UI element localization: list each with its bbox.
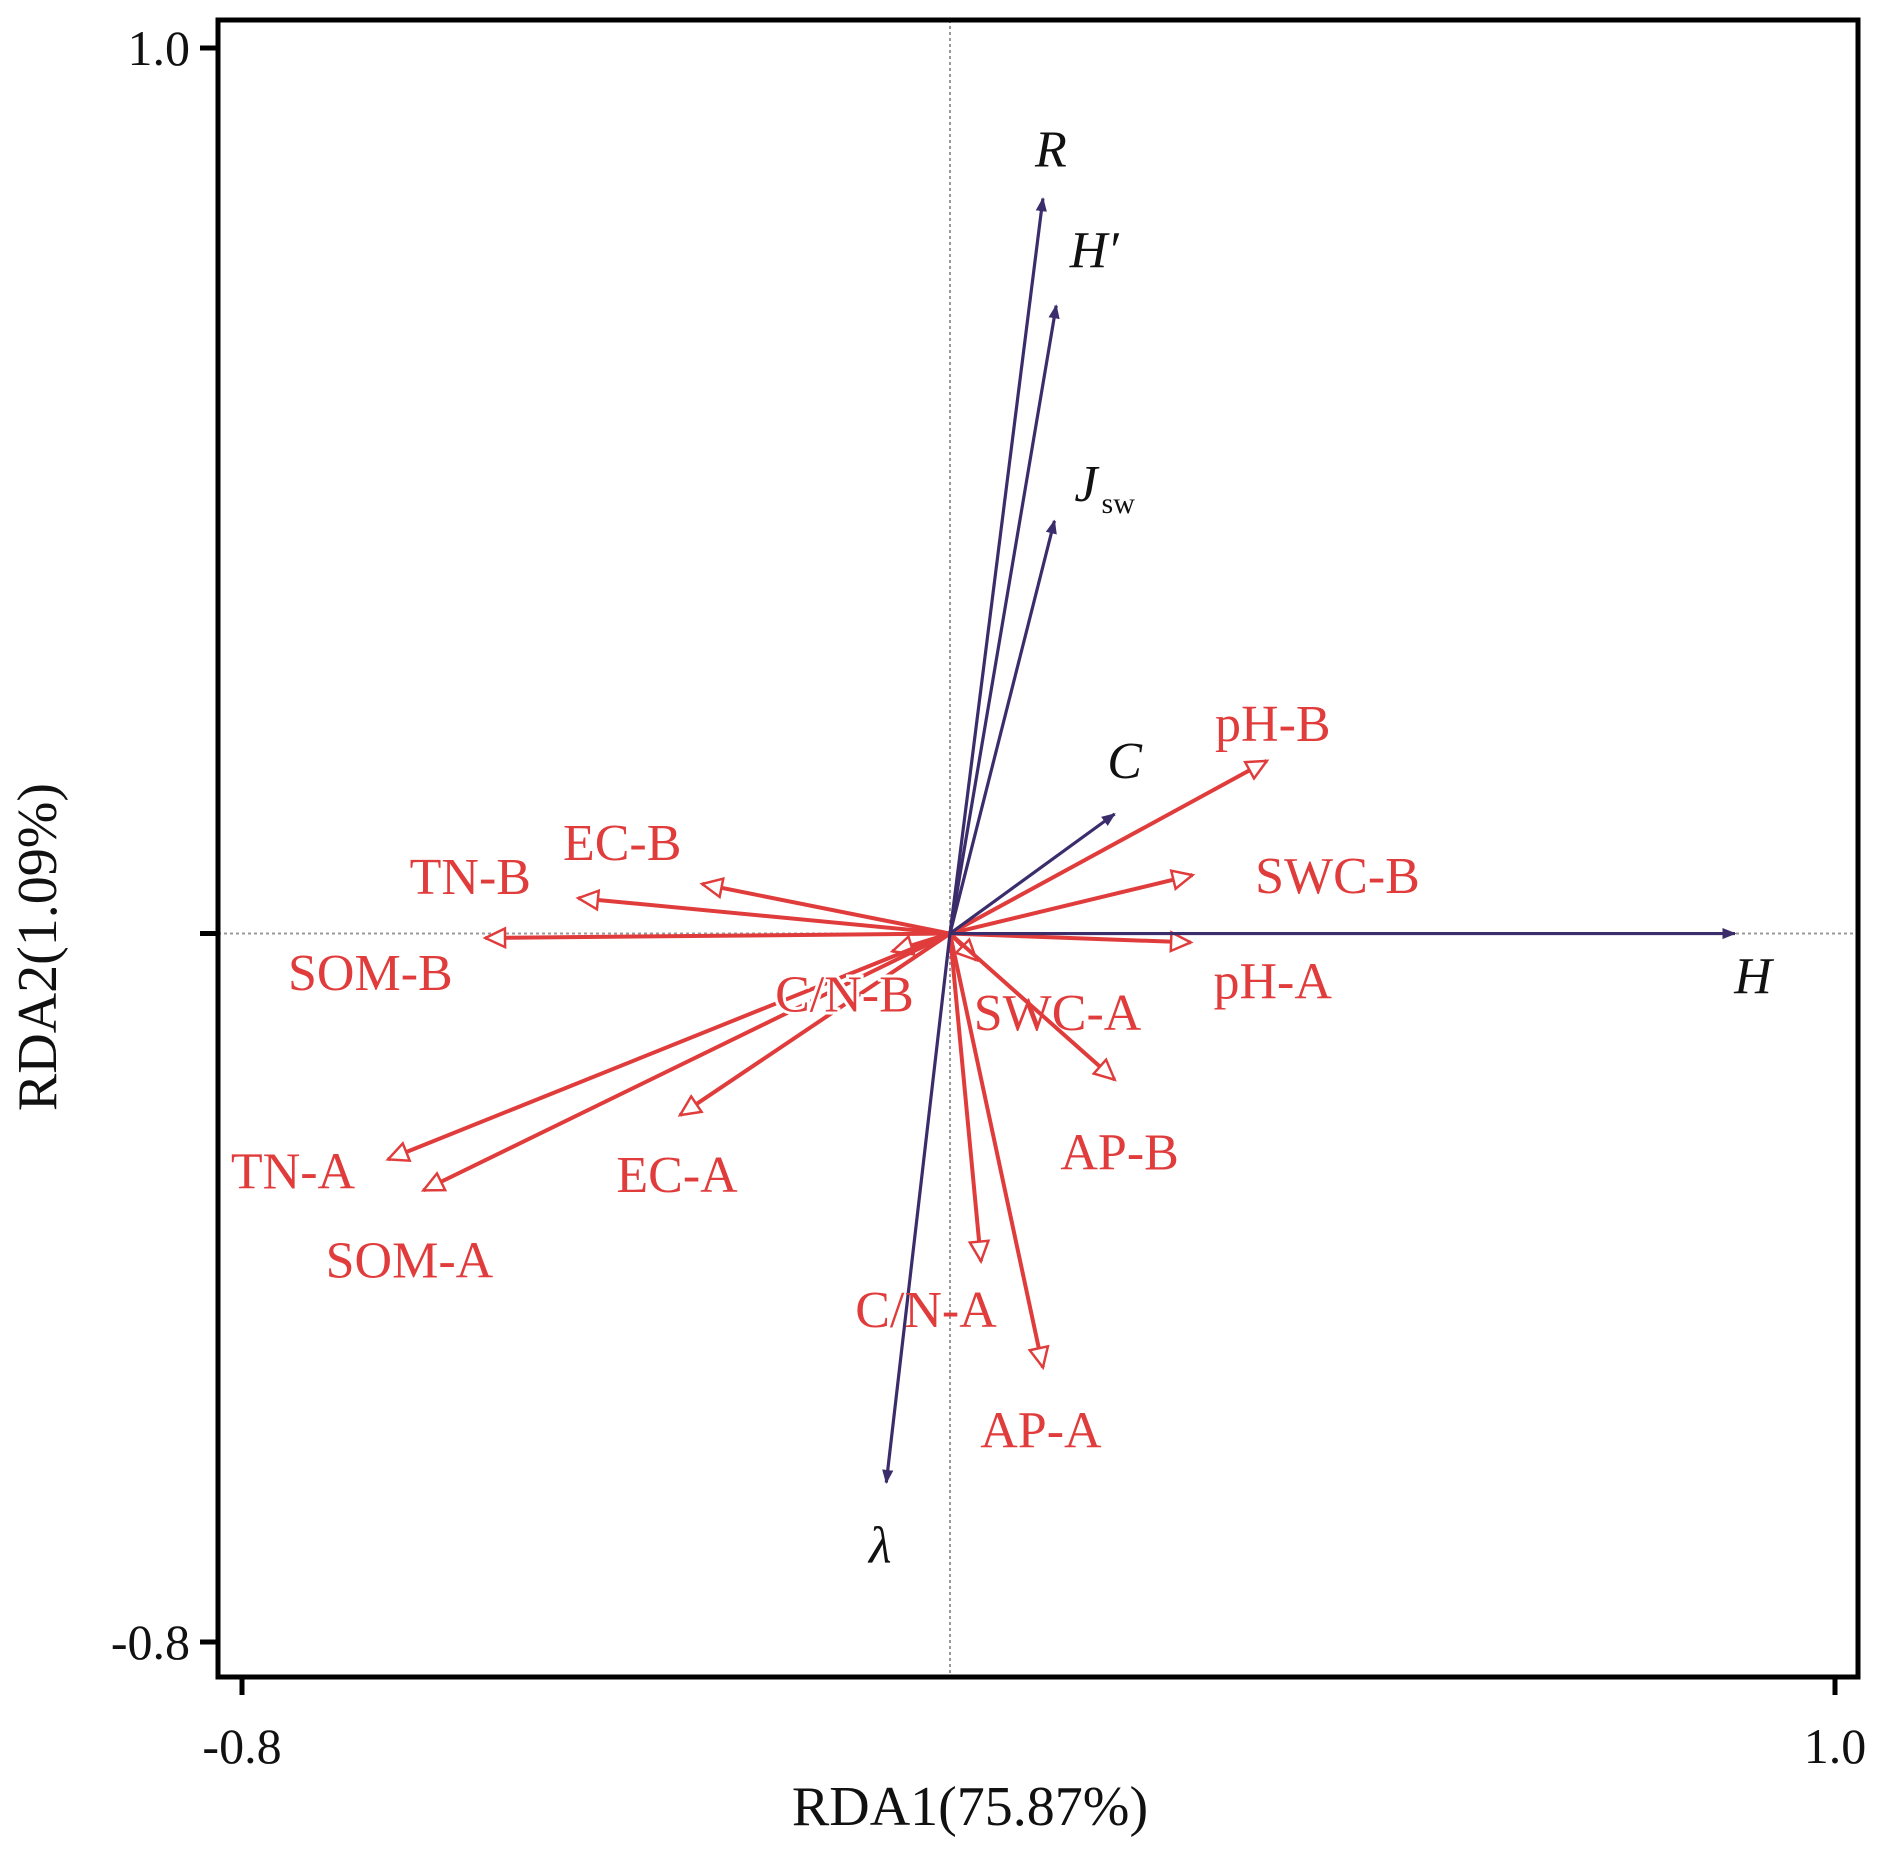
plot-frame <box>215 17 1861 1680</box>
explanatory-label-ap-b: AP-B <box>1060 1125 1178 1182</box>
y-axis-title: RDA2(1.09%) <box>7 783 69 1111</box>
response-vector-c <box>949 812 1116 935</box>
explanatory-label-swc-b: SWC-B <box>1255 848 1420 905</box>
explanatory-vector-tn-a <box>385 931 951 1163</box>
explanatory-label-ph-a: pH-A <box>1214 953 1333 1010</box>
explanatory-vector-som-b <box>482 926 951 950</box>
response-label-r: R <box>1034 122 1067 179</box>
explanatory-label-c-n-a: C/N-A <box>855 1282 997 1339</box>
explanatory-label-tn-b: TN-B <box>410 849 531 906</box>
explanatory-vector-swc-b <box>949 869 1196 936</box>
explanatory-vector-ec-a <box>677 931 952 1117</box>
x-axis-title: RDA1(75.87%) <box>792 1776 1148 1838</box>
response-vector-jsw <box>948 519 1057 934</box>
response-vector-item <box>882 933 952 1484</box>
explanatory-vector-tn-b <box>575 888 951 936</box>
explanatory-vector-ec-b <box>699 877 951 936</box>
response-label-h: H′ <box>1069 223 1121 280</box>
explanatory-label-som-a: SOM-A <box>326 1232 494 1289</box>
explanatory-vector-ap-b <box>948 932 1117 1082</box>
explanatory-label-ph-b: pH-B <box>1215 696 1331 753</box>
explanatory-vector-c-n-a <box>948 933 991 1265</box>
response-label-h: H <box>1733 949 1774 1006</box>
explanatory-label-c-n-b: C/N-B <box>775 966 914 1023</box>
explanatory-label-som-b: SOM-B <box>288 945 453 1002</box>
explanatory-label-ec-a: EC-A <box>616 1147 738 1204</box>
y-tick-label: 1.0 <box>128 20 191 76</box>
explanatory-vector-som-a <box>420 931 951 1193</box>
y-tick-label: -0.8 <box>111 1614 190 1670</box>
response-label-item: λ <box>867 1518 892 1575</box>
response-vector-h <box>948 304 1060 934</box>
explanatory-label-swc-a: SWC-A <box>974 985 1142 1042</box>
response-label-c: C <box>1107 733 1143 790</box>
x-tick-label: 1.0 <box>1804 1718 1867 1774</box>
response-vector-r <box>948 197 1047 934</box>
explanatory-label-ap-a: AP-A <box>980 1402 1102 1459</box>
x-tick-label: -0.8 <box>202 1718 281 1774</box>
explanatory-vector-ph-b <box>949 759 1270 936</box>
explanatory-label-ec-b: EC-B <box>563 815 681 872</box>
explanatory-vector-ap-a <box>948 933 1050 1371</box>
explanatory-label-tn-a: TN-A <box>231 1143 356 1200</box>
